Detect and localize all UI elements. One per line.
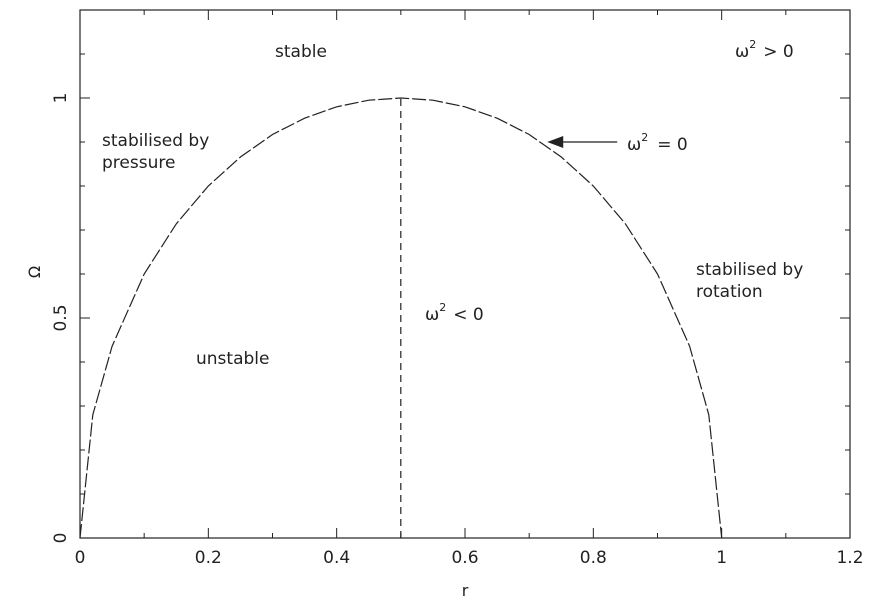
series-omega-zero-curve — [79, 97, 723, 539]
annotation-arrow — [547, 136, 618, 148]
y-tick-label: 0.5 — [51, 304, 71, 331]
x-tick-label: 0.4 — [323, 548, 350, 568]
x-tick-label: 1.2 — [836, 548, 863, 568]
x-tick-label: 0.8 — [580, 548, 607, 568]
annotation-stable: stable — [275, 42, 327, 62]
relation: > 0 — [763, 42, 793, 62]
omega-symbol: ω — [627, 135, 641, 155]
relation: < 0 — [453, 305, 483, 325]
y-axis-label: Ω — [25, 266, 44, 278]
omega-symbol: ω — [735, 42, 749, 62]
superscript: 2 — [439, 301, 446, 314]
superscript: 2 — [749, 38, 756, 51]
x-tick-label: 1 — [716, 548, 727, 568]
omega-symbol: ω — [425, 305, 439, 325]
annotation-omega-positive: ω2 > 0 — [735, 38, 794, 62]
annotation-unstable: unstable — [196, 349, 269, 369]
series — [79, 97, 723, 539]
annotation-rotation-line2: rotation — [696, 282, 763, 302]
y-tick-label: 0 — [51, 533, 71, 544]
x-axis-label: r — [462, 581, 469, 600]
ticks: 0 0.2 0.4 0.6 0.8 1 1.2 0 0.5 1 — [51, 10, 864, 568]
relation: = 0 — [657, 135, 687, 155]
x-tick-label: 0.6 — [451, 548, 478, 568]
annotation-rotation-line1: stabilised by — [696, 260, 803, 280]
annotation-pressure-line2: pressure — [102, 153, 175, 173]
y-tick-label: 1 — [51, 93, 71, 104]
annotation-pressure-line1: stabilised by — [102, 131, 209, 151]
arrow-head — [547, 136, 564, 148]
x-tick-label: 0 — [75, 548, 86, 568]
superscript: 2 — [641, 131, 648, 144]
annotation-omega-zero: ω2 = 0 — [627, 131, 688, 155]
annotation-omega-negative: ω2 < 0 — [425, 301, 484, 325]
x-tick-label: 0.2 — [195, 548, 222, 568]
